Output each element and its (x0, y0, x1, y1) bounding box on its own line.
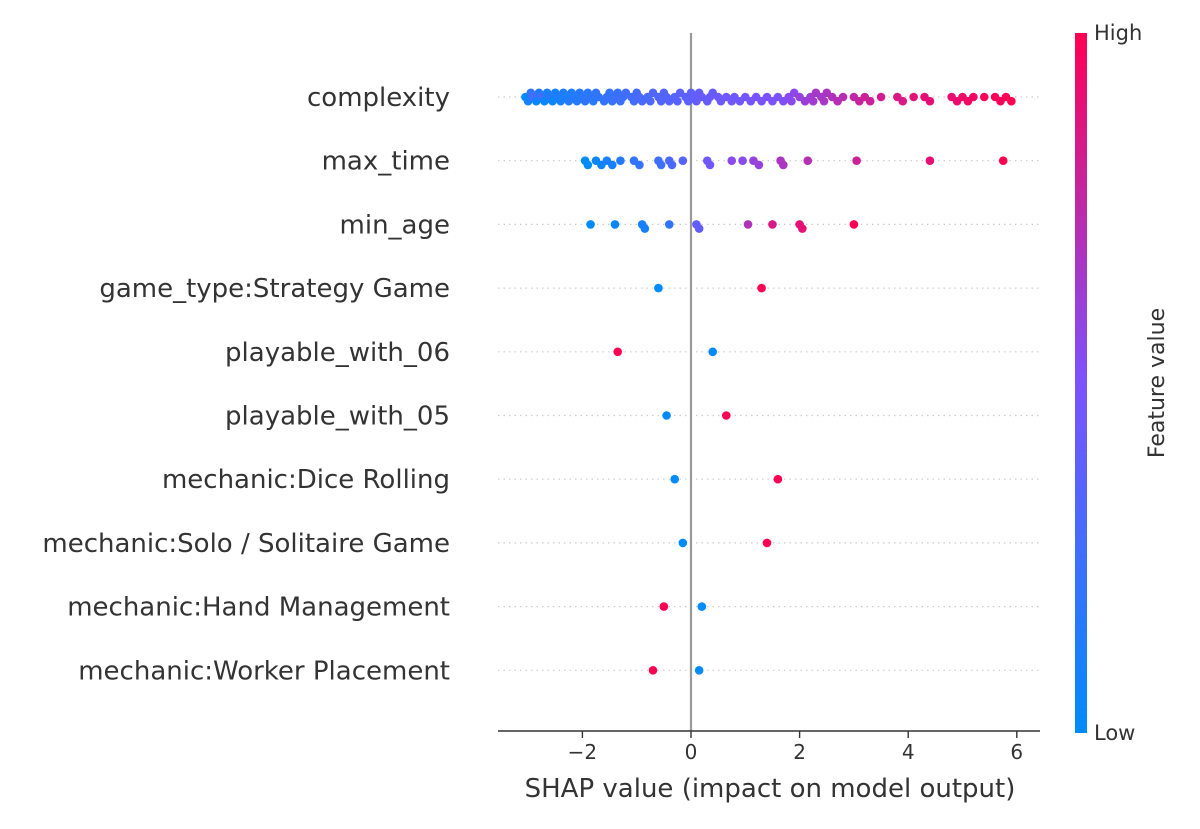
shap-point (659, 602, 669, 611)
shap-point (670, 474, 680, 484)
colorbar-title: Feature value (1145, 308, 1170, 458)
feature-label: complexity (307, 83, 450, 113)
shap-point (925, 96, 935, 106)
shap-point (635, 160, 644, 170)
shap-point (610, 220, 620, 229)
shap-point (909, 92, 918, 102)
shap-point (852, 156, 861, 165)
shap-point (876, 92, 886, 102)
shap-point (779, 160, 788, 170)
feature-label: max_time (322, 147, 450, 177)
shap-point (613, 347, 622, 357)
shap-point (648, 666, 658, 675)
shap-point (694, 666, 704, 675)
shap-point (762, 538, 772, 548)
shap-point (819, 96, 829, 106)
shap-point (654, 283, 663, 293)
shap-point (998, 156, 1008, 165)
shap-point (708, 347, 718, 357)
shap-point (678, 538, 688, 548)
feature-label: mechanic:Worker Placement (78, 656, 450, 686)
shap-point (721, 411, 731, 420)
shap-point (743, 220, 753, 229)
shap-points (521, 88, 1016, 675)
feature-label: playable_with_06 (225, 338, 450, 368)
x-tick-label: −2 (568, 740, 597, 764)
x-tick-label: 2 (793, 740, 806, 764)
x-tick-label: 6 (1010, 740, 1023, 764)
x-tick-label: 4 (902, 740, 915, 764)
shap-point (583, 160, 593, 170)
feature-label: mechanic:Hand Management (67, 593, 450, 623)
shap-point (616, 156, 625, 165)
shap-point (673, 96, 682, 106)
shap-point (787, 96, 796, 106)
shap-point (838, 92, 848, 102)
shap-point (757, 283, 766, 293)
colorbar-low-label: Low (1094, 721, 1135, 745)
shap-point (849, 220, 859, 229)
shap-point (898, 96, 908, 106)
shap-point (667, 160, 677, 170)
shap-point (754, 160, 764, 170)
shap-point (656, 160, 666, 170)
shap-point (607, 160, 617, 170)
shap-point (727, 156, 737, 165)
shap-point (697, 602, 707, 611)
feature-label: min_age (340, 210, 450, 240)
shap-point (808, 96, 818, 106)
shap-point (662, 411, 671, 420)
shap-point (640, 224, 650, 233)
shap-point (865, 96, 875, 106)
shap-point (645, 96, 655, 106)
colorbar-gradient (1075, 33, 1087, 733)
shap-point (803, 156, 813, 165)
shap-point (738, 156, 747, 165)
x-tick-label: 0 (685, 740, 698, 764)
feature-rows: complexity max_time min_age game_type:Strat… (42, 83, 1040, 686)
shap-point (664, 220, 674, 229)
shap-point (1007, 96, 1016, 106)
feature-label: mechanic:Solo / Solitaire Game (42, 529, 450, 559)
shap-point (586, 220, 595, 229)
x-axis: −2 0 2 4 6 (498, 730, 1040, 764)
shap-point (969, 92, 978, 102)
shap-point (768, 220, 777, 229)
shap-point (705, 160, 715, 170)
colorbar-high-label: High (1094, 21, 1142, 45)
feature-label: mechanic:Dice Rolling (162, 465, 450, 495)
colorbar: High Low Feature value (1075, 21, 1170, 745)
shap-point (678, 156, 688, 165)
feature-label: playable_with_05 (225, 402, 450, 432)
shap-point (773, 474, 783, 484)
x-axis-label: SHAP value (impact on model output) (525, 774, 1016, 804)
shap-point (798, 224, 807, 233)
shap-point (925, 156, 935, 165)
shap-point (694, 224, 704, 233)
shap-point (979, 92, 989, 102)
feature-label: game_type:Strategy Game (99, 274, 450, 304)
